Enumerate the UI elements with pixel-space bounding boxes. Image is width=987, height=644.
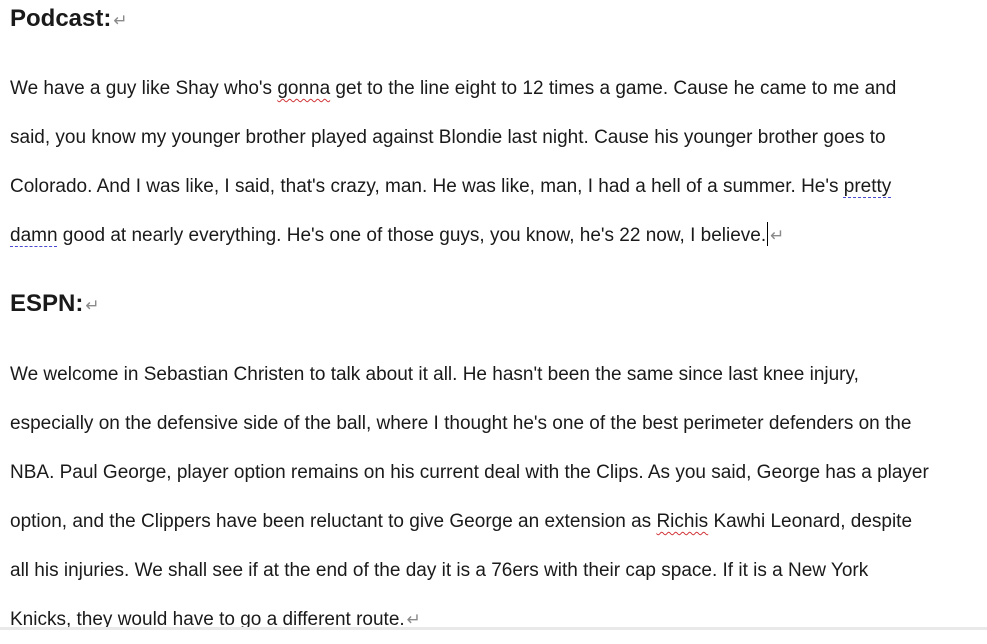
podcast-heading-text: Podcast:	[10, 5, 112, 32]
text-line: We welcome in Sebastian Christen to talk…	[10, 350, 985, 399]
text-run: good at nearly everything. He's one of t…	[57, 225, 767, 246]
text-run: get to the line eight to 12 times a game…	[330, 78, 897, 99]
text-run: especially on the defensive side of the …	[10, 413, 912, 434]
text-line: said, you know my younger brother played…	[10, 113, 985, 162]
text-line: especially on the defensive side of the …	[10, 399, 985, 448]
text-run: We have a guy like Shay who's	[10, 78, 278, 99]
text-run: We welcome in Sebastian Christen to talk…	[10, 364, 859, 385]
text-cursor	[767, 222, 769, 246]
text-run: option, and the Clippers have been reluc…	[10, 511, 657, 532]
document-body[interactable]: Podcast: ↵ We have a guy like Shay who's …	[10, 0, 985, 644]
text-line: We have a guy like Shay who's gonna get …	[10, 64, 985, 113]
paragraph-mark-icon: ↵	[85, 296, 100, 315]
text-line: Colorado. And I was like, I said, that's…	[10, 162, 985, 211]
grammar-suggestion-phrase[interactable]: damn	[10, 225, 58, 246]
text-run: said, you know my younger brother played…	[10, 127, 886, 148]
text-run: Kawhi Leonard, despite	[708, 511, 913, 532]
podcast-heading[interactable]: Podcast: ↵	[10, 1, 985, 37]
paragraph-mark-icon: ↵	[406, 610, 421, 629]
text-run: Knicks, they would have to go a differen…	[10, 609, 405, 630]
espn-heading-text: ESPN:	[10, 290, 84, 317]
page-bottom-edge	[0, 627, 987, 630]
text-line: NBA. Paul George, player option remains …	[10, 448, 985, 497]
spelling-error-word[interactable]: Richis	[656, 511, 709, 532]
podcast-paragraph[interactable]: We have a guy like Shay who's gonna get …	[10, 64, 985, 260]
espn-paragraph[interactable]: We welcome in Sebastian Christen to talk…	[10, 350, 985, 644]
text-run: NBA. Paul George, player option remains …	[10, 462, 929, 483]
spelling-error-word[interactable]: gonna	[277, 78, 331, 99]
paragraph-mark-icon: ↵	[113, 11, 128, 30]
espn-heading[interactable]: ESPN: ↵	[10, 286, 985, 322]
text-line: option, and the Clippers have been reluc…	[10, 497, 985, 546]
text-run: Colorado. And I was like, I said, that's…	[10, 176, 844, 197]
text-line: all his injuries. We shall see if at the…	[10, 546, 985, 595]
text-line: Knicks, they would have to go a differen…	[10, 595, 985, 644]
text-run: all his injuries. We shall see if at the…	[10, 560, 869, 581]
paragraph-mark-icon: ↵	[770, 226, 785, 245]
text-line: damn good at nearly everything. He's one…	[10, 211, 985, 260]
grammar-suggestion-phrase[interactable]: pretty	[843, 176, 892, 197]
